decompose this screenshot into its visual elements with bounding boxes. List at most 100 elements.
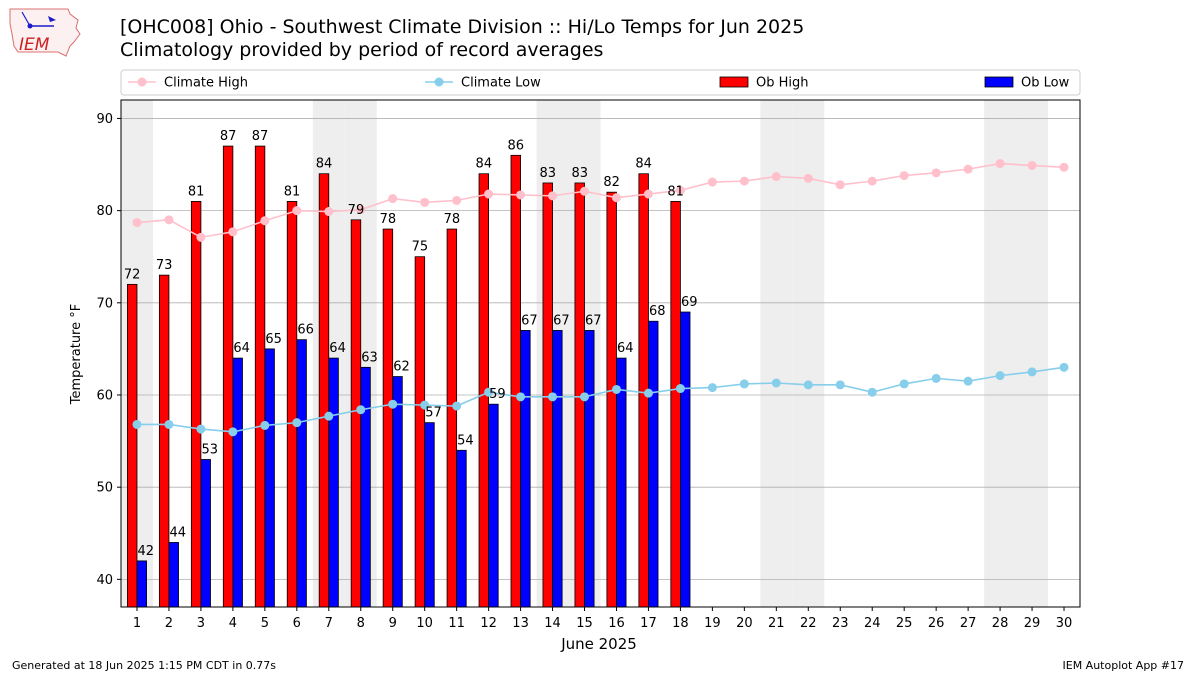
ob-low-value: 53	[201, 443, 218, 458]
x-tick-label: 18	[672, 616, 689, 631]
climate-high-point	[580, 186, 590, 196]
ob-high-value: 87	[252, 129, 269, 144]
app-footer: IEM Autoplot App #17	[1062, 659, 1185, 672]
climate-high-point	[707, 177, 717, 187]
climate-high-point	[1027, 160, 1037, 170]
ob-low-bar	[200, 459, 211, 608]
y-tick-label: 80	[96, 204, 113, 219]
climate-high-point	[356, 205, 366, 215]
ob-high-bar	[670, 200, 681, 608]
climate-high-point	[260, 216, 270, 226]
x-tick-label: 9	[389, 616, 397, 631]
climate-low-point	[1027, 367, 1037, 377]
plot-frame	[120, 99, 1081, 608]
ob-low-value: 59	[489, 387, 506, 402]
climate-low-point	[516, 392, 526, 402]
iem-logo: IEM	[8, 6, 82, 60]
ob-low-bar	[168, 542, 179, 608]
legend-label: Ob Low	[1021, 76, 1070, 91]
climate-low-point	[611, 384, 621, 394]
ob-high-value: 84	[635, 157, 652, 172]
climate-low-point	[707, 383, 717, 393]
ob-low-value: 64	[617, 341, 634, 356]
legend: Climate High Climate Low Ob High Ob Low	[120, 69, 1081, 96]
ob-low-value: 54	[457, 433, 474, 448]
ob-low-bar	[616, 357, 627, 608]
x-tick-label: 26	[928, 616, 945, 631]
ob-low-value: 67	[521, 313, 538, 328]
ob-low-bar	[232, 357, 243, 608]
ob-low-bar	[680, 311, 691, 608]
ob-high-bar	[382, 228, 394, 608]
climate-low-point	[260, 420, 270, 430]
ob-high-value: 81	[188, 184, 205, 199]
ob-low-value: 67	[585, 313, 602, 328]
y-axis-label: Temperature °F	[69, 304, 84, 405]
climate-high-point	[995, 159, 1005, 169]
ob-high-bar	[318, 173, 330, 608]
climate-high-point	[931, 168, 941, 178]
y-tick-label: 90	[96, 112, 113, 127]
logo-text: IEM	[19, 35, 50, 55]
x-tick-label: 13	[512, 616, 529, 631]
weekend-band	[760, 100, 793, 607]
grid-lines	[121, 118, 1080, 580]
climate-low-point	[388, 399, 398, 409]
climate-low-point	[739, 379, 749, 389]
y-tick-label: 70	[96, 296, 113, 311]
legend-marker	[137, 77, 147, 87]
climate-low-point	[963, 376, 973, 386]
climate-low-point	[931, 373, 941, 383]
climate-high-point	[452, 195, 462, 205]
ob-high-bar	[126, 283, 138, 608]
x-tick-label: 25	[896, 616, 913, 631]
x-tick-label: 4	[229, 616, 237, 631]
climate-high-point	[611, 193, 621, 203]
x-tick-label: 30	[1056, 616, 1073, 631]
ob-high-value: 87	[220, 129, 237, 144]
climate-low-point	[899, 379, 909, 389]
climate-high-point	[803, 173, 813, 183]
ob-high-bar	[254, 145, 266, 608]
ob-high-value: 84	[316, 157, 333, 172]
climate-low-point	[643, 388, 653, 398]
ob-low-value: 65	[265, 332, 282, 347]
climate-high-point	[292, 206, 302, 216]
ob-high-value: 82	[603, 175, 620, 190]
climate-high-point	[771, 172, 781, 182]
x-tick-label: 20	[736, 616, 753, 631]
ob-high-value: 86	[508, 138, 525, 153]
bar-value-labels: 72 73 81 87 87 81 84 79 78 75 78 84 86 83 83 82 84 81 42 44…	[124, 129, 698, 559]
x-tick-label: 22	[800, 616, 817, 631]
ob-low-value: 62	[393, 360, 410, 375]
ob-low-bar	[328, 357, 339, 608]
ob-high-value: 84	[476, 157, 493, 172]
chart-subtitle: Climatology provided by period of record…	[120, 39, 604, 61]
climate-low-point	[835, 380, 845, 390]
ob-high-bar	[222, 145, 234, 608]
ob-high-value: 83	[539, 166, 556, 181]
climate-high-point	[643, 189, 653, 199]
chart-title: [OHC008] Ohio - Southwest Climate Divisi…	[120, 16, 805, 38]
climate-high-point	[548, 191, 558, 201]
ob-low-bar	[264, 348, 275, 608]
x-tick-label: 24	[864, 616, 881, 631]
ob-low-bar	[392, 376, 403, 608]
legend-swatch	[984, 76, 1014, 88]
legend-frame	[120, 69, 1081, 96]
ob-high-value: 83	[571, 166, 588, 181]
climate-low-point	[132, 419, 142, 429]
ob-low-bar	[488, 403, 499, 608]
climate-high-point	[963, 164, 973, 174]
climate-high-point	[388, 194, 398, 204]
climate-low-point	[324, 411, 334, 421]
ob-low-bar	[584, 330, 595, 608]
climate-high-point	[420, 197, 430, 207]
ob-high-value: 78	[380, 212, 397, 227]
legend-marker	[434, 77, 444, 87]
climate-low-point	[995, 371, 1005, 381]
x-tick-label: 15	[576, 616, 593, 631]
climate-high-point	[675, 185, 685, 195]
x-tick-label: 3	[197, 616, 205, 631]
legend-label: Climate Low	[461, 76, 541, 91]
